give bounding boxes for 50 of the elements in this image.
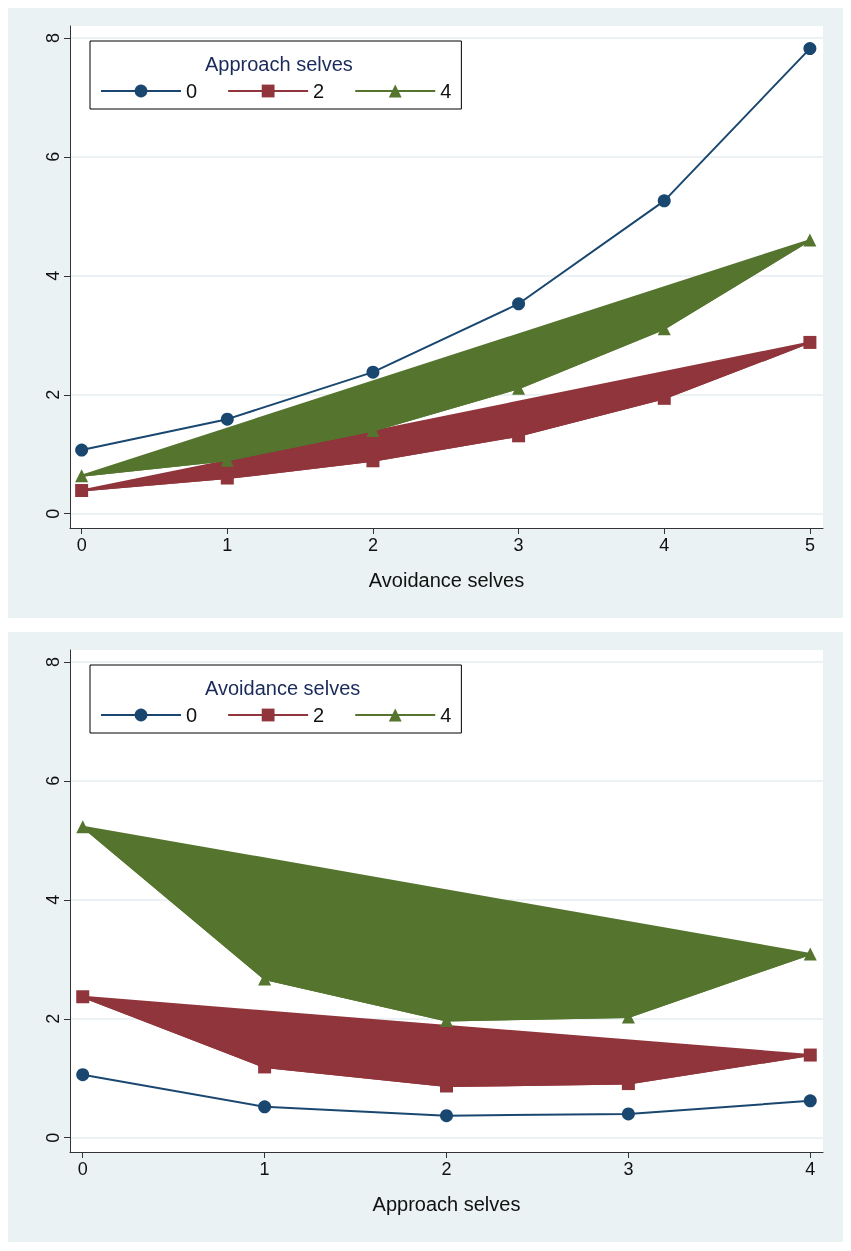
- y-tick-label: 4: [43, 270, 63, 281]
- y-tick-label: 6: [43, 775, 63, 786]
- x-tick-label: 1: [259, 1159, 270, 1179]
- point: [512, 297, 526, 311]
- point: [803, 335, 817, 349]
- point: [803, 947, 817, 961]
- y-tick-label: 8: [43, 32, 63, 43]
- y-tick-label: 6: [43, 151, 63, 162]
- point: [621, 1107, 635, 1121]
- point: [366, 365, 380, 379]
- legend-title: Approach selves: [205, 53, 353, 75]
- legend-label: 2: [313, 80, 325, 102]
- point: [76, 990, 90, 1004]
- point: [75, 443, 89, 457]
- y-tick-label: 2: [43, 1013, 63, 1024]
- x-tick-label: 4: [659, 535, 670, 555]
- x-tick-label: 3: [513, 535, 524, 555]
- point: [75, 469, 89, 483]
- legend-label: 4: [440, 704, 452, 726]
- x-tick-label: 2: [367, 535, 378, 555]
- point: [220, 412, 234, 426]
- point: [803, 42, 817, 56]
- point: [803, 1094, 817, 1108]
- y-tick-label: 8: [43, 656, 63, 667]
- point: [803, 1048, 817, 1062]
- legend-title: Avoidance selves: [205, 677, 361, 699]
- x-tick-label: 4: [805, 1159, 816, 1179]
- point: [258, 1100, 272, 1114]
- x-tick-label: 0: [77, 1159, 88, 1179]
- y-tick-label: 0: [43, 1132, 63, 1143]
- point: [657, 194, 671, 208]
- x-tick-label: 5: [804, 535, 815, 555]
- y-tick-label: 2: [43, 389, 63, 400]
- x-tick-label: 0: [76, 535, 87, 555]
- point: [76, 1068, 90, 1082]
- legend-label: 0: [186, 80, 198, 102]
- y-tick-label: 0: [43, 508, 63, 519]
- x-tick-label: 2: [441, 1159, 452, 1179]
- point: [803, 233, 817, 247]
- point: [75, 484, 89, 498]
- legend-label: 0: [186, 704, 198, 726]
- x-axis-title: Avoidance selves: [368, 569, 525, 591]
- legend-label: 2: [313, 704, 325, 726]
- point: [440, 1109, 453, 1123]
- x-tick-label: 1: [222, 535, 233, 555]
- x-tick-label: 3: [623, 1159, 634, 1179]
- y-tick-label: 4: [43, 894, 63, 905]
- x-axis-title: Approach selves: [372, 1193, 521, 1215]
- legend-label: 4: [440, 80, 452, 102]
- point: [76, 820, 90, 834]
